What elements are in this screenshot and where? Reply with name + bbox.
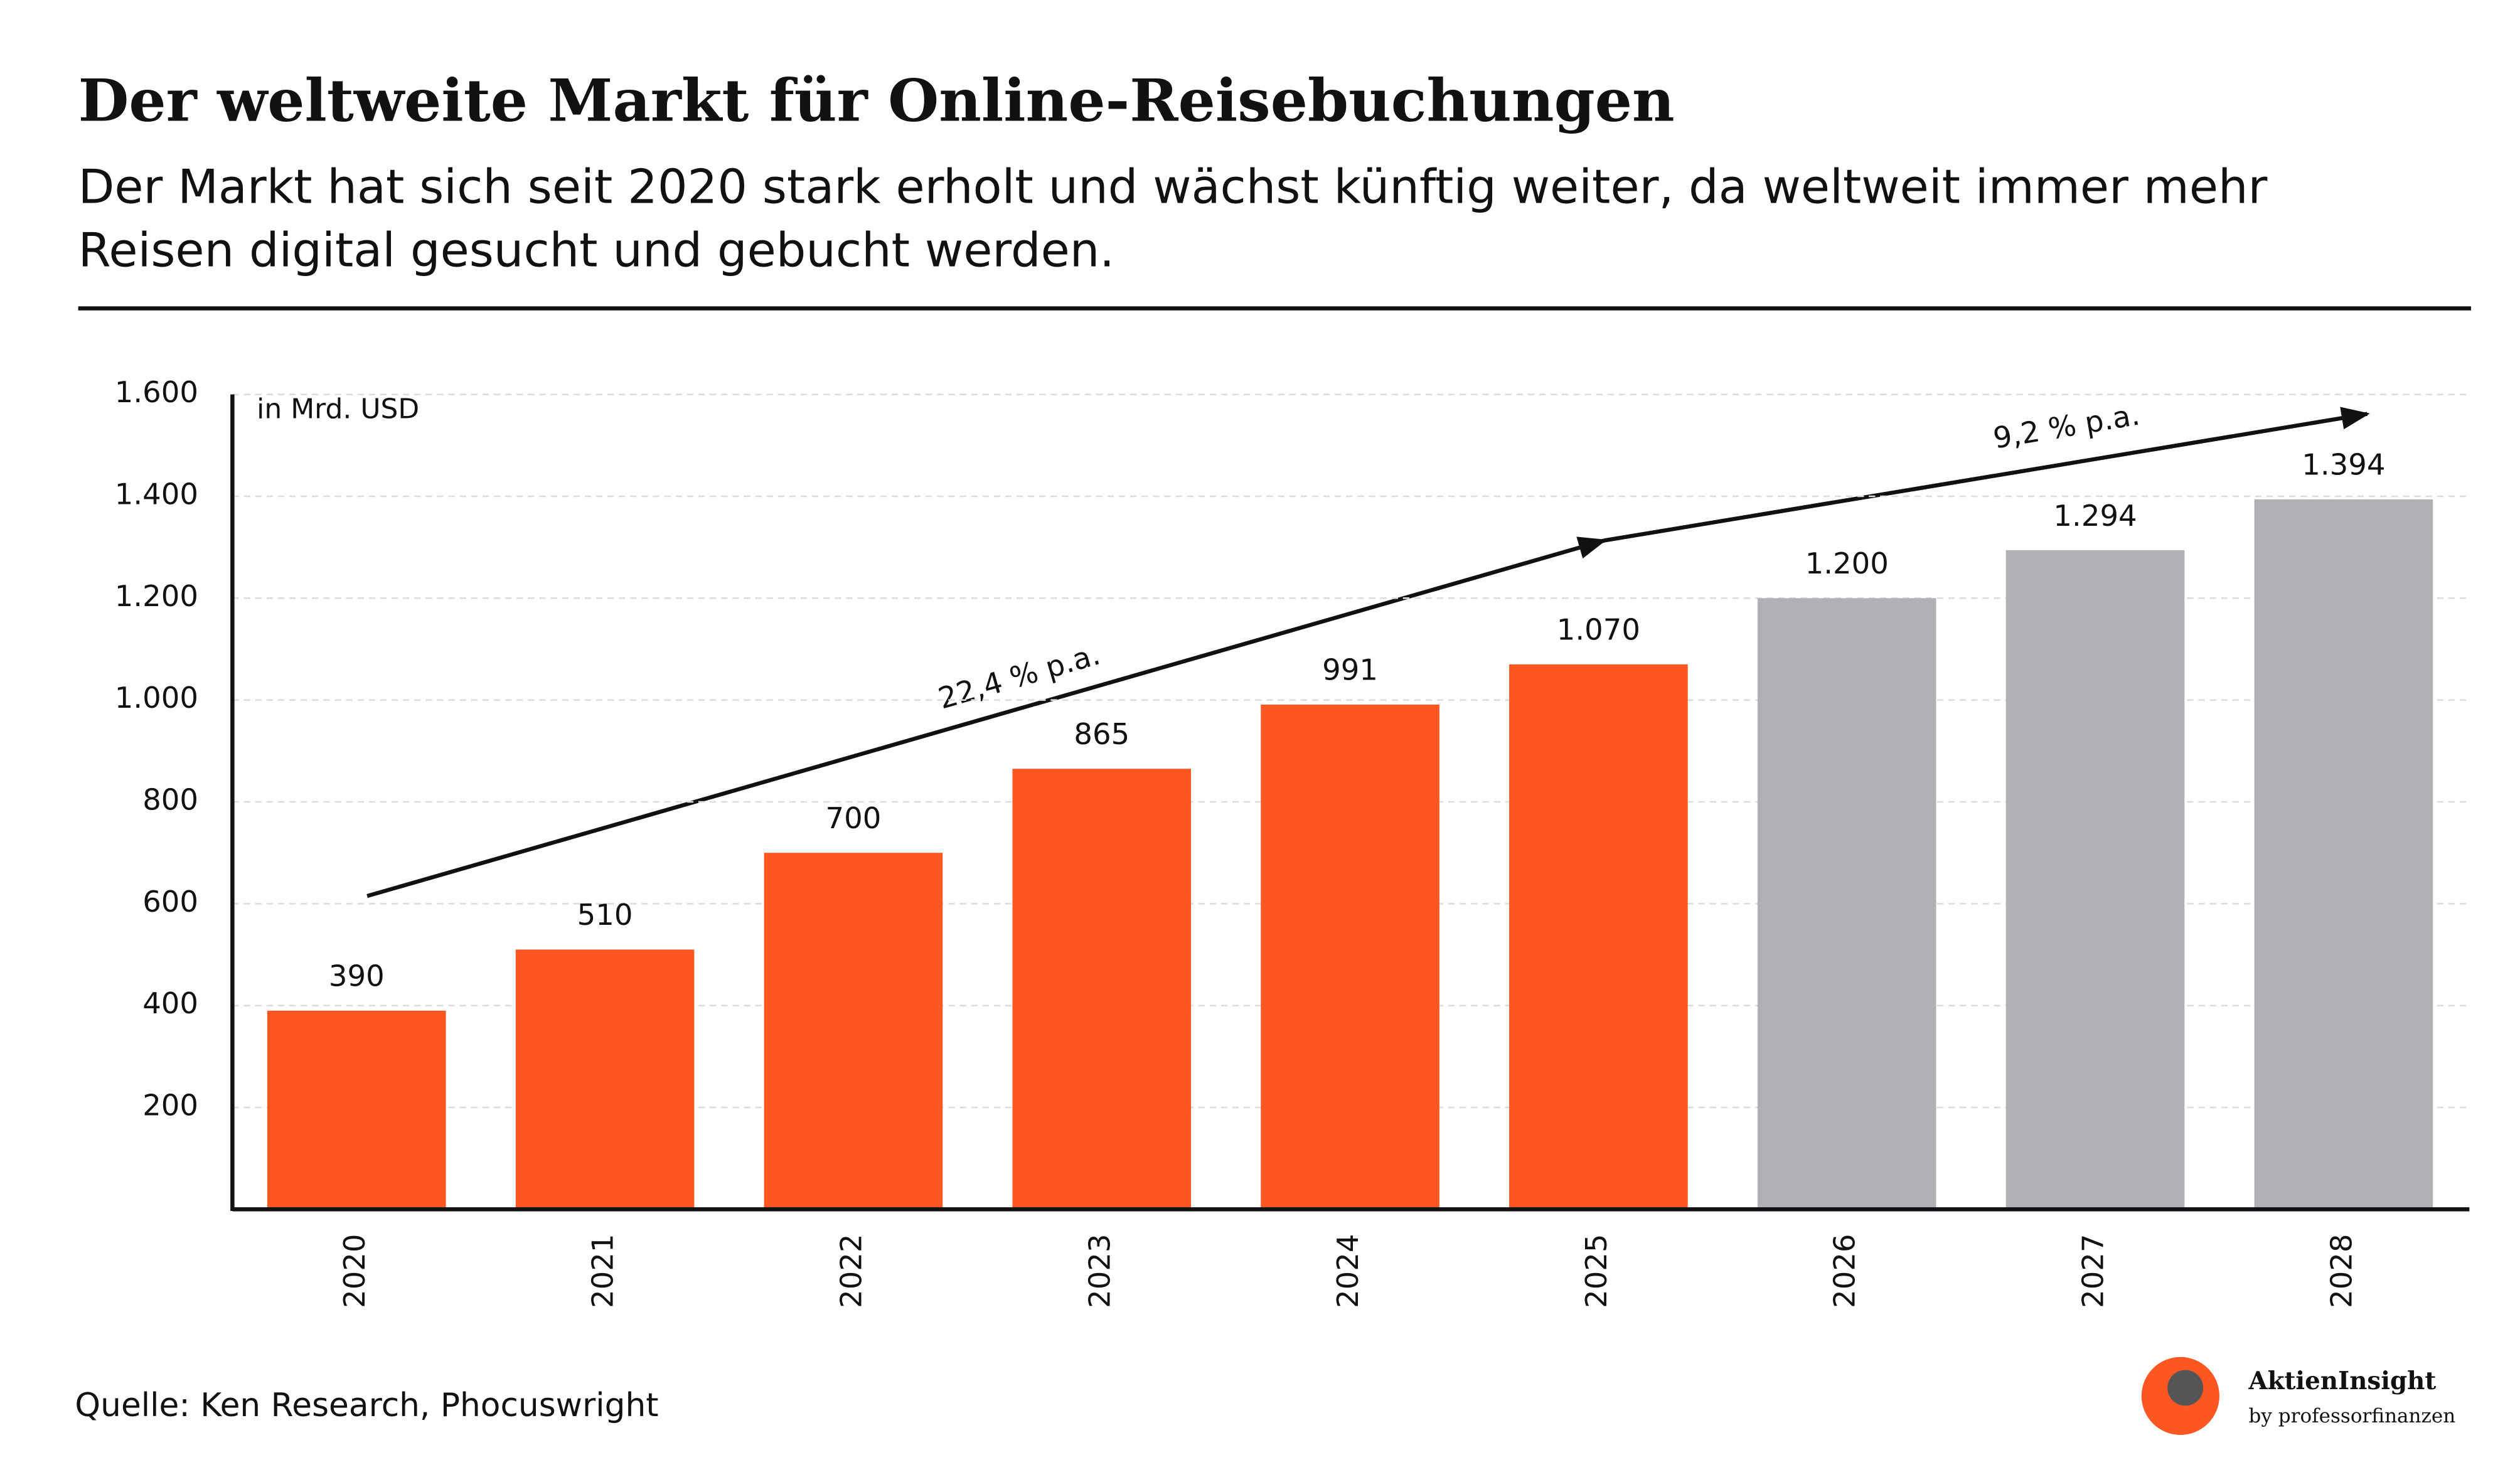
y-tick-label: 1.000	[115, 681, 198, 715]
y-tick-label: 1.600	[115, 375, 198, 409]
value-label: 991	[1322, 653, 1378, 687]
y-tick-label: 400	[142, 986, 198, 1020]
y-tick-label: 1.400	[115, 477, 198, 511]
chart-subtitle: Der Markt hat sich seit 2020 stark erhol…	[78, 159, 2268, 277]
value-label: 510	[577, 898, 633, 932]
x-tick-label: 2027	[2076, 1234, 2110, 1308]
value-label: 1.070	[1557, 613, 1640, 647]
value-label: 865	[1074, 717, 1129, 751]
bar	[1261, 704, 1439, 1210]
x-tick-label: 2026	[1828, 1234, 1862, 1308]
x-tick-label: 2028	[2324, 1234, 2358, 1308]
x-tick-label: 2023	[1082, 1234, 1116, 1308]
x-tick-label: 2020	[338, 1234, 371, 1308]
value-label: 390	[329, 959, 385, 993]
x-tick-label: 2024	[1331, 1234, 1365, 1308]
trend-arrow	[1603, 407, 2370, 543]
value-label: 700	[826, 801, 882, 835]
growth-label: 22,4 % p.a.	[934, 637, 1104, 716]
bar	[1012, 769, 1192, 1210]
bar	[267, 1010, 446, 1210]
value-label: 1.294	[2053, 499, 2137, 533]
chart-title: Der weltweite Markt für Online-Reisebuch…	[78, 66, 1675, 134]
brand-sub: by professorfinanzen	[2249, 1405, 2456, 1427]
bar	[1509, 664, 1688, 1210]
bar	[1757, 598, 1936, 1210]
brand: AktienInsight	[2248, 1367, 2437, 1395]
x-tick-label: 2025	[1579, 1234, 1613, 1308]
x-tick-label: 2021	[586, 1234, 620, 1308]
source: Quelle: Ken Research, Phocuswright	[75, 1387, 658, 1424]
value-label: 1.200	[1805, 546, 1889, 580]
value-label: 1.394	[2302, 448, 2385, 482]
bar	[2005, 550, 2185, 1210]
growth-label: 9,2 % p.a.	[1991, 397, 2142, 455]
bar	[764, 853, 943, 1210]
y-tick-label: 200	[142, 1089, 198, 1122]
x-tick-label: 2022	[834, 1234, 868, 1308]
y-tick-label: 600	[142, 885, 198, 919]
trend-arrow	[366, 536, 1607, 898]
logo-face	[2167, 1370, 2204, 1406]
y-tick-label: 1.200	[115, 579, 198, 613]
bar	[515, 949, 695, 1210]
y-tick-label: 800	[142, 783, 198, 817]
bar	[2254, 499, 2433, 1210]
axis-unit: in Mrd. USD	[257, 393, 419, 425]
